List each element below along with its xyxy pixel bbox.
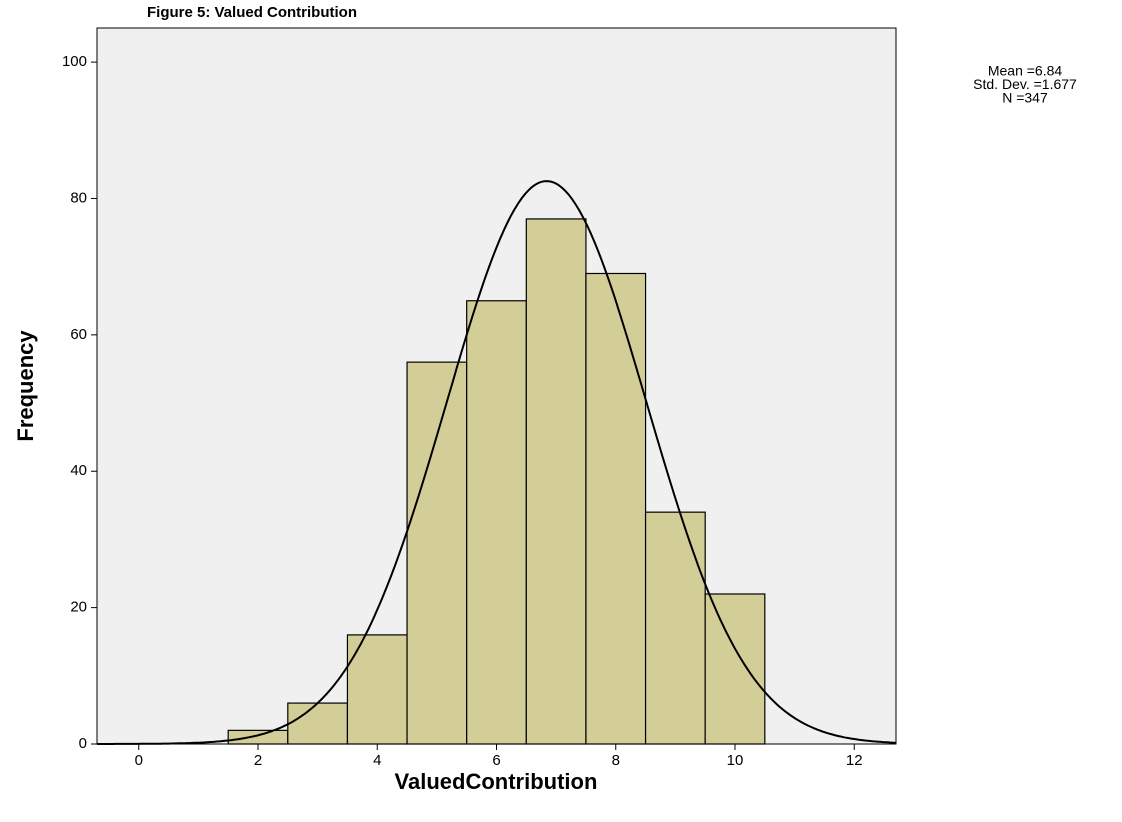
y-tick-label: 40 <box>70 462 87 479</box>
bar <box>585 272 647 745</box>
x-tick-label: 2 <box>254 752 262 769</box>
x-tick-label: 10 <box>727 752 744 769</box>
bar <box>644 511 706 745</box>
bar <box>525 218 587 745</box>
x-tick-label: 4 <box>373 752 381 769</box>
y-tick-label: 60 <box>70 326 87 343</box>
chart-title: Figure 5: Valued Contribution <box>147 4 357 21</box>
stat-annotation: N =347 <box>1002 90 1048 106</box>
y-axis-label: Frequency <box>13 330 38 442</box>
stat-annotation: Mean =6.84 <box>988 63 1063 79</box>
x-tick-label: 6 <box>492 752 500 769</box>
stat-annotation: Std. Dev. =1.677 <box>973 76 1077 92</box>
bar <box>406 361 468 745</box>
y-tick-label: 20 <box>70 599 87 616</box>
bar <box>287 702 349 745</box>
normal-curve <box>97 180 896 745</box>
bar <box>466 300 527 745</box>
y-tick-label: 100 <box>62 53 87 70</box>
x-tick-label: 8 <box>612 752 620 769</box>
x-tick-label: 12 <box>846 752 863 769</box>
bar <box>227 729 289 745</box>
x-tick-label: 0 <box>135 752 143 769</box>
y-tick-label: 80 <box>70 189 87 206</box>
bar <box>346 634 408 745</box>
x-axis-label: ValuedContribution <box>395 769 598 794</box>
bar <box>704 593 766 745</box>
y-tick-label: 0 <box>79 735 87 752</box>
